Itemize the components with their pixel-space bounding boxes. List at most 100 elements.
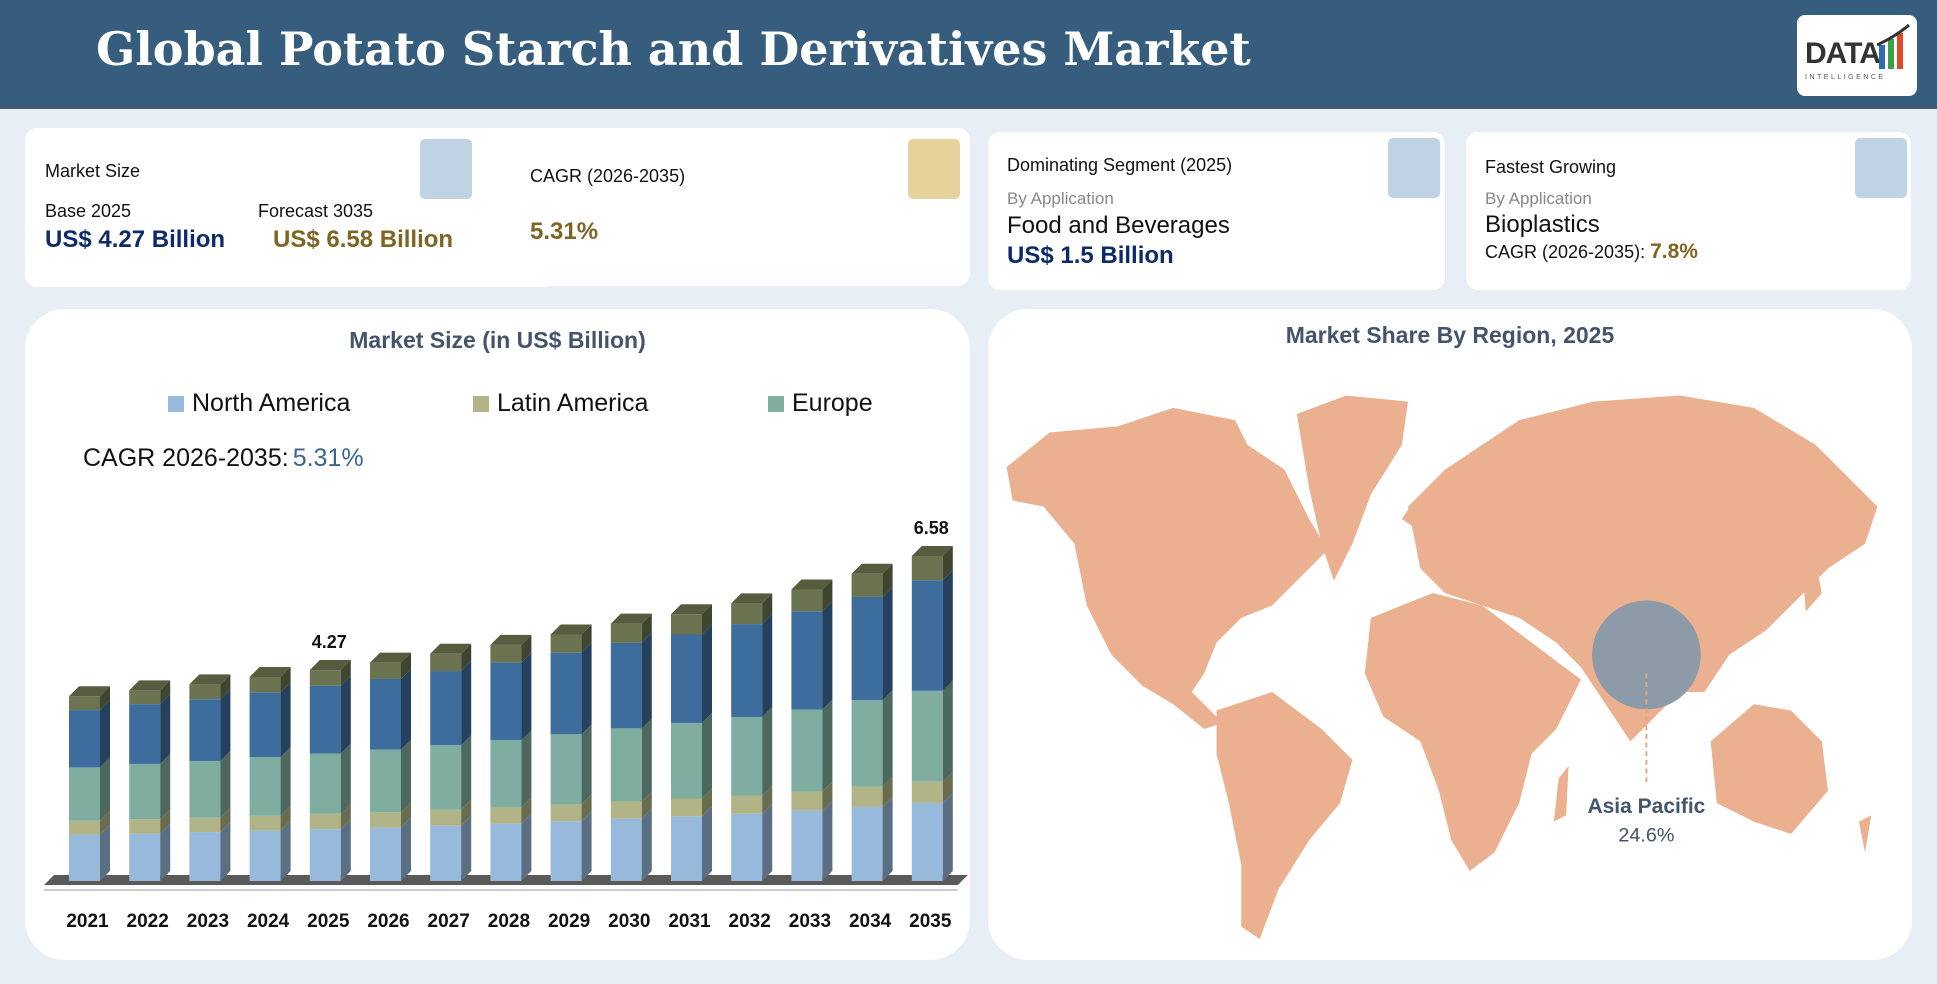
bar-segment-side [702, 788, 712, 817]
bar-segment [550, 652, 582, 735]
map-title: Market Share By Region, 2025 [1285, 322, 1615, 348]
bar-segment-side [882, 776, 893, 807]
bar-segment-side [882, 796, 893, 881]
bar-segment [189, 832, 221, 881]
bar-segment [490, 644, 522, 663]
bar-segment-side [581, 642, 592, 735]
chart-cagr: CAGR 2026-2035: 5.31% [83, 444, 364, 473]
bar-segment-side [100, 757, 110, 821]
bar-segment [791, 709, 823, 792]
x-tick-label: 2030 [608, 911, 650, 932]
cagr-card: CAGR (2026-2035) 5.31% [512, 128, 970, 286]
x-tick-label: 2028 [488, 911, 530, 932]
stacked-bar-chart: 2021 2022 2023 2024 2025 4.27 2026 2027 2028 2029… [44, 518, 968, 932]
x-tick-label: 2035 [909, 911, 952, 932]
bar-top [69, 686, 110, 697]
bar-segment-side [401, 802, 411, 828]
bar-segment-side [882, 690, 893, 787]
bar-segment [249, 692, 281, 758]
bar-top [189, 674, 231, 685]
bar-top [610, 613, 652, 624]
bar-segment [189, 760, 221, 818]
bar-segment [430, 745, 462, 810]
bar-segment-side [401, 817, 411, 881]
bar-segment-side [160, 809, 171, 834]
world-map: Asia Pacific 24.6% [1006, 395, 1878, 939]
bar-segment-side [220, 750, 231, 818]
x-tick-label: 2029 [548, 911, 590, 932]
x-tick-label: 2034 [849, 911, 892, 932]
bar-segment [309, 753, 341, 814]
bar-segment-side [401, 739, 411, 813]
bar-top [129, 680, 171, 691]
bar-segment-side [822, 699, 833, 792]
bar-segment-side [160, 694, 171, 764]
bar-segment-side [401, 668, 411, 750]
data-label: 4.27 [312, 632, 347, 652]
x-tick-label: 2032 [729, 911, 771, 932]
dominating-sub: By Application [1007, 189, 1114, 208]
legend-label: North America [192, 389, 351, 417]
chart-cagr-label: CAGR 2026-2035: [83, 444, 289, 472]
bar-segment-side [521, 652, 532, 741]
legend-swatch [473, 395, 489, 412]
bar-segment [610, 728, 642, 802]
bar-segment-side [340, 675, 351, 754]
bar-segment-side [942, 792, 953, 881]
bar-segment [430, 653, 462, 672]
legend-north-america: North America [168, 389, 350, 418]
bar-segment [671, 816, 702, 881]
uk [1401, 500, 1421, 532]
bar-segment [731, 795, 763, 814]
bar-segment [309, 670, 341, 686]
south-america [1216, 691, 1353, 939]
bar-top [671, 604, 712, 615]
bar-segment [851, 700, 883, 787]
base-value: US$ 4.27 Billion [45, 226, 226, 253]
bar-segment [249, 676, 281, 693]
bar-segment [731, 813, 763, 881]
bar-segment-side [461, 735, 472, 810]
bar-segment [791, 589, 823, 612]
bar-top [249, 666, 291, 677]
logo-text: DATA [1805, 37, 1881, 70]
legend-latin-america: Latin America [473, 389, 648, 418]
dominating-value: US$ 1.5 Billion [1007, 242, 1174, 269]
bar-segment-side [521, 634, 532, 663]
new-zealand [1858, 815, 1872, 853]
bar-segment-side [100, 824, 110, 881]
bar-segment [129, 763, 161, 820]
bar-segment-side [641, 613, 652, 643]
bar-segment [490, 807, 522, 824]
bar-segment [69, 820, 100, 835]
bar-segment [490, 740, 522, 808]
africa [1364, 593, 1581, 872]
fastest-cagr-value: 7.8% [1650, 240, 1698, 263]
page-title: Global Potato Starch and Derivatives Mar… [96, 22, 1251, 76]
x-tick-label: 2022 [127, 911, 169, 932]
bar-segment [610, 818, 642, 881]
bar-segment [610, 623, 642, 643]
legend-europe: Europe [768, 389, 873, 418]
bar-segment-side [280, 747, 291, 816]
bar-top [370, 652, 411, 663]
card-accent [420, 139, 472, 199]
bar-segment [731, 603, 763, 625]
bar-segment [610, 801, 642, 819]
region-share: 24.6% [1618, 824, 1674, 846]
bar-segment-side [641, 791, 652, 819]
bar-segment-side [521, 730, 532, 808]
bar-segment [911, 555, 943, 581]
bar-segment [550, 821, 582, 881]
x-tick-label: 2023 [187, 911, 229, 932]
card-accent [1855, 138, 1907, 198]
market-size-card: Market Size Base 2025 US$ 4.27 Billion F… [25, 128, 555, 287]
x-tick-label: 2026 [367, 911, 409, 932]
bar-segment-side [160, 680, 171, 705]
market-size-label: Market Size [45, 161, 141, 181]
bar-segment [129, 833, 161, 881]
dominating-segment-card: Dominating Segment (2025) By Application… [988, 132, 1445, 290]
japan [1803, 562, 1822, 612]
x-tick-label: 2021 [66, 911, 109, 932]
bar-segment [249, 815, 281, 831]
